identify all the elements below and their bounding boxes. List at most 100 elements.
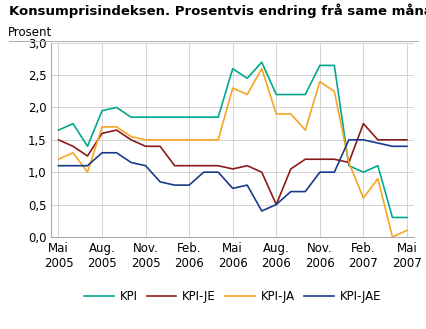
KPI-JA xyxy=(273,112,278,116)
KPI-JE xyxy=(259,170,264,174)
KPI-JAE xyxy=(114,151,119,155)
KPI-JE xyxy=(85,154,90,158)
KPI xyxy=(360,170,365,174)
KPI xyxy=(215,115,220,119)
KPI xyxy=(56,128,61,132)
KPI xyxy=(85,144,90,148)
KPI xyxy=(302,92,307,96)
KPI-JE xyxy=(244,164,249,168)
KPI-JA xyxy=(374,177,380,181)
KPI-JE xyxy=(302,157,307,161)
Text: Konsumprisindeksen. Prosentvis endring frå same månad året før: Konsumprisindeksen. Prosentvis endring f… xyxy=(9,3,426,18)
KPI-JAE xyxy=(99,151,104,155)
KPI-JE xyxy=(128,138,133,142)
KPI xyxy=(244,76,249,80)
KPI-JE xyxy=(70,144,75,148)
KPI-JE xyxy=(114,128,119,132)
KPI-JAE xyxy=(230,186,235,190)
KPI-JA xyxy=(360,196,365,200)
KPI xyxy=(70,122,75,126)
KPI xyxy=(172,115,177,119)
KPI-JAE xyxy=(85,164,90,168)
KPI-JA xyxy=(244,92,249,96)
Line: KPI-JE: KPI-JE xyxy=(58,124,406,205)
KPI xyxy=(288,92,293,96)
KPI-JE xyxy=(331,157,336,161)
KPI-JA xyxy=(331,89,336,93)
KPI-JAE xyxy=(215,170,220,174)
KPI-JAE xyxy=(56,164,61,168)
KPI-JA xyxy=(186,138,191,142)
Legend: KPI, KPI-JE, KPI-JA, KPI-JAE: KPI, KPI-JE, KPI-JA, KPI-JAE xyxy=(79,286,385,308)
KPI-JE xyxy=(389,138,394,142)
KPI-JAE xyxy=(345,138,351,142)
KPI-JAE xyxy=(273,203,278,207)
KPI-JA xyxy=(345,161,351,164)
KPI xyxy=(201,115,206,119)
KPI xyxy=(374,164,380,168)
KPI-JAE xyxy=(186,183,191,187)
KPI xyxy=(331,63,336,67)
KPI xyxy=(230,67,235,71)
KPI-JA xyxy=(172,138,177,142)
KPI-JA xyxy=(389,235,394,239)
KPI-JAE xyxy=(331,170,336,174)
KPI-JA xyxy=(143,138,148,142)
KPI-JA xyxy=(56,157,61,161)
Line: KPI-JAE: KPI-JAE xyxy=(58,140,406,211)
KPI-JE xyxy=(273,203,278,207)
KPI-JA xyxy=(85,170,90,174)
KPI xyxy=(273,92,278,96)
KPI-JE xyxy=(403,138,409,142)
KPI xyxy=(157,115,162,119)
KPI-JA xyxy=(70,151,75,155)
KPI xyxy=(186,115,191,119)
KPI-JAE xyxy=(374,141,380,145)
Line: KPI-JA: KPI-JA xyxy=(58,69,406,237)
KPI-JE xyxy=(360,122,365,126)
KPI-JA xyxy=(317,80,322,84)
KPI-JA xyxy=(114,125,119,129)
KPI-JE xyxy=(186,164,191,168)
KPI-JA xyxy=(157,138,162,142)
KPI-JAE xyxy=(360,138,365,142)
KPI xyxy=(114,106,119,110)
KPI-JE xyxy=(201,164,206,168)
KPI-JE xyxy=(317,157,322,161)
KPI xyxy=(403,215,409,219)
KPI xyxy=(317,63,322,67)
KPI-JE xyxy=(288,167,293,171)
KPI-JAE xyxy=(201,170,206,174)
KPI-JE xyxy=(99,131,104,135)
KPI-JA xyxy=(230,86,235,90)
KPI-JA xyxy=(215,138,220,142)
KPI-JAE xyxy=(403,144,409,148)
KPI-JA xyxy=(288,112,293,116)
KPI xyxy=(128,115,133,119)
KPI xyxy=(389,215,394,219)
KPI xyxy=(143,115,148,119)
KPI-JAE xyxy=(172,183,177,187)
KPI-JAE xyxy=(128,161,133,164)
KPI-JAE xyxy=(157,180,162,184)
KPI-JE xyxy=(215,164,220,168)
KPI-JE xyxy=(172,164,177,168)
Text: Prosent: Prosent xyxy=(8,26,52,39)
KPI-JAE xyxy=(259,209,264,213)
KPI-JE xyxy=(157,144,162,148)
KPI-JE xyxy=(230,167,235,171)
KPI-JAE xyxy=(288,190,293,193)
KPI-JA xyxy=(99,125,104,129)
KPI xyxy=(99,109,104,113)
KPI-JAE xyxy=(143,164,148,168)
Line: KPI: KPI xyxy=(58,62,406,217)
KPI-JA xyxy=(128,135,133,139)
KPI-JE xyxy=(345,161,351,164)
KPI-JA xyxy=(201,138,206,142)
KPI-JA xyxy=(259,67,264,71)
KPI xyxy=(345,164,351,168)
KPI-JAE xyxy=(302,190,307,193)
KPI-JAE xyxy=(70,164,75,168)
KPI-JAE xyxy=(244,183,249,187)
KPI-JAE xyxy=(317,170,322,174)
